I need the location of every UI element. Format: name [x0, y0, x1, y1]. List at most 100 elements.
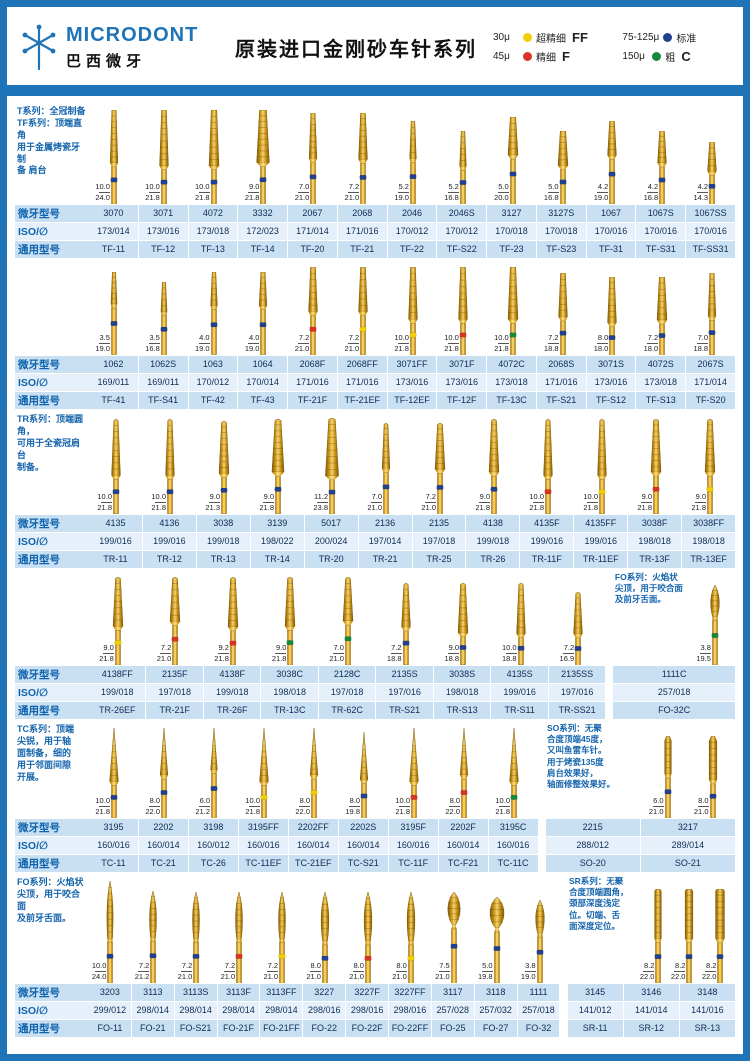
dim-tick-line [547, 343, 559, 345]
bur-iso: 170/012 [386, 223, 437, 240]
grit-band [460, 790, 468, 795]
bur-iso: 173/018 [486, 374, 536, 391]
bur-figure: 7.2 21.0 [288, 261, 338, 355]
header: MICRODONT 巴西微牙 原装进口金刚砂车针系列 30μ 超精细 FF 75-12… [7, 7, 743, 85]
bur-dimensions: 7.0 18.8 [693, 333, 709, 354]
dim-top-value: 7.2 [267, 960, 279, 970]
grit-code: FF [572, 30, 588, 45]
bur-illustration-3038FF [704, 419, 716, 514]
bur-model: 2067S [685, 356, 735, 373]
bur-model: 2135S [375, 666, 433, 683]
dim-tick-line [448, 653, 460, 655]
bur-universal: TR-62C [317, 702, 376, 719]
row-header-iso: ISO/∅ [15, 837, 89, 854]
dim-tick-line [348, 192, 360, 194]
dim-top-value: 9.0 [249, 181, 260, 191]
bur-figure: 7.2 21.0 [413, 412, 467, 514]
bur-universal: TF-S22 [436, 241, 487, 258]
bur-universal: FO-S21 [173, 1020, 217, 1037]
dim-top-value: 9.2 [218, 642, 229, 652]
dim-bottom-value: 21.0 [220, 972, 236, 982]
dim-top-value: 10.0 [394, 332, 409, 342]
bur-dimensions: 3.8 19.5 [696, 643, 711, 664]
bur-universal: SR-12 [622, 1020, 679, 1037]
bur-universal: TF-43 [237, 392, 288, 409]
bur-universal: TR-11F [519, 551, 574, 568]
dim-top-value: 8.0 [396, 960, 407, 970]
cells-main: 299/012 298/014 298/014 298/014 298/014 298/0… [89, 1002, 560, 1019]
bur-universal: TR-13F [627, 551, 682, 568]
dim-tick-line [101, 502, 112, 504]
bur-dimensions: 8.0 22.0 [145, 796, 160, 817]
bur-dimensions: 10.0 21.8 [395, 796, 410, 817]
bur-model: 3070 [89, 205, 138, 222]
bur-illustration-2136 [381, 422, 391, 514]
bur-iso: 198/018 [432, 684, 491, 701]
dim-top-value: 10.0 [583, 491, 598, 501]
bur-model: 1111 [516, 984, 560, 1001]
bur-dimensions: 5.2 19.0 [394, 182, 409, 203]
page-title: 原装进口金刚砂车针系列 [235, 38, 477, 61]
dim-top-value: 7.2 [391, 642, 402, 652]
bur-iso: 299/012 [89, 1002, 131, 1019]
bur-figure: 7.0 21.0 [359, 412, 413, 514]
grit-band [160, 790, 168, 795]
dim-tick-line [499, 806, 510, 808]
bur-illustration-3332 [256, 110, 271, 204]
grit-band [459, 179, 467, 185]
dim-bottom-value: 16.9 [559, 654, 575, 664]
bur-illustration-4138F [227, 577, 239, 665]
dim-bottom-value: 21.0 [156, 654, 172, 664]
grit-band [310, 790, 318, 795]
bur-figure: 8.2 22.0 [640, 875, 674, 983]
bur-dimensions: 7.2 21.0 [220, 961, 236, 982]
bur-illustration-3038C [285, 577, 296, 665]
bur-illustration-3071 [159, 110, 169, 204]
cells-right: SO-20 SO-21 [545, 855, 735, 872]
row-header-iso: ISO/∅ [15, 374, 89, 391]
bur-universal: TC-21 [137, 855, 188, 872]
dim-tick-line [438, 971, 450, 973]
bur-universal: FO-22 [302, 1020, 346, 1037]
bur-figure: 4.0 19.0 [189, 261, 239, 355]
dim-top-value: 3.5 [99, 332, 110, 342]
grit-band [450, 943, 458, 949]
bur-model: 3113 [130, 984, 174, 1001]
bur-dimensions: 10.0 21.8 [394, 332, 409, 354]
dim-bottom-value: 19.0 [394, 193, 409, 203]
dim-top-value: 5.0 [548, 181, 559, 191]
bur-model: 3332 [237, 205, 288, 222]
bur-iso: 160/016 [387, 837, 438, 854]
grit-band [509, 171, 517, 177]
bur-iso: 198/018 [681, 533, 736, 550]
series-right-group: FO系列：火焰状 尖顶，用于咬合面 及前牙舌面。 3.8 19.5 [615, 571, 737, 665]
dim-bottom-value: 21.8 [494, 344, 509, 354]
row-header-iso: ISO/∅ [15, 533, 89, 550]
bur-figure: 7.2 18.8 [377, 571, 435, 665]
bur-iso: 160/014 [437, 837, 488, 854]
bur-illustration-3195F [409, 728, 419, 818]
bur-figure: 3.5 16.8 [139, 261, 189, 355]
bur-model: 3071FF [386, 356, 437, 373]
dim-tick-line [390, 653, 402, 655]
dim-bottom-value: 21.2 [134, 972, 150, 982]
bur-iso: 173/016 [436, 374, 487, 391]
bur-figure: 8.0 21.0 [304, 875, 347, 983]
grit-band [536, 950, 543, 956]
bur-universal: TR-26F [202, 702, 261, 719]
dim-top-value: 10.0 [494, 332, 509, 342]
dim-tick-line [98, 343, 110, 345]
bur-illustration-4136 [165, 419, 175, 514]
dim-bottom-value: 18.8 [386, 654, 402, 664]
bur-universal: TC-11 [89, 855, 138, 872]
bur-iso: 257/028 [430, 1002, 474, 1019]
bur-dimensions: 10.0 24.0 [95, 182, 110, 203]
dim-top-value: 4.0 [249, 332, 260, 342]
bur-universal: TR-S21 [375, 702, 433, 719]
dim-tick-line [98, 192, 110, 194]
table-row-universal: 通用型号 TF-41 TF-S41 TF-42 TF-43 TF-21F TF-21EF TF… [15, 392, 735, 409]
bur-illustration-2135S [400, 583, 411, 665]
dim-tick-line [597, 343, 609, 345]
bur-model: 3148 [678, 984, 735, 1001]
grit-band [608, 172, 616, 177]
